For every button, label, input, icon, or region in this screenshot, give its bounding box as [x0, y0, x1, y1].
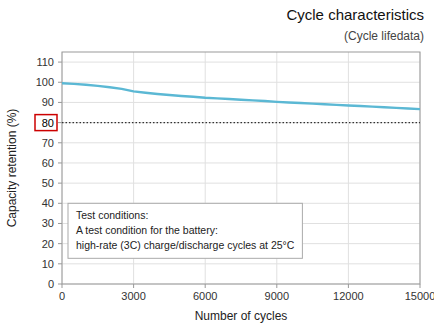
- tick-label: 12000: [333, 290, 364, 302]
- ticks: 0 3000 6000 9000 12000 15000 0 10 20 30 40 50 60 70 80…: [35, 56, 434, 302]
- tick: [348, 284, 349, 288]
- tick-label: 40: [42, 197, 54, 209]
- title: Cycle characteristics: [286, 6, 424, 23]
- grid-line: [62, 122, 420, 123]
- tick: [58, 263, 62, 264]
- y-axis-label: Capacity retention (%): [5, 109, 19, 228]
- tick-label: 3000: [121, 290, 145, 302]
- annotation: Test conditions: A test condition for the…: [68, 203, 302, 258]
- grid-line: [62, 102, 420, 103]
- tick: [276, 284, 277, 288]
- annotation-text: A test condition for the battery:: [76, 224, 218, 236]
- tick-label: 15000: [405, 290, 434, 302]
- tick-label: 0: [59, 290, 65, 302]
- tick: [58, 243, 62, 244]
- annotation-box: [68, 203, 302, 258]
- annotation-text: high-rate (3C) charge/discharge cycles a…: [76, 239, 295, 251]
- grid-line: [348, 52, 349, 284]
- tick: [58, 162, 62, 163]
- tick: [58, 62, 62, 63]
- tick: [133, 284, 134, 288]
- tick: [420, 284, 421, 288]
- reference-line: [62, 122, 420, 123]
- tick-label: 110: [36, 56, 54, 68]
- grid: [62, 52, 420, 284]
- tick: [205, 284, 206, 288]
- tick-highlight: [35, 115, 57, 131]
- annotation-text: Test conditions:: [76, 209, 148, 221]
- tick-label: 80: [42, 117, 54, 129]
- tick-label: 90: [42, 96, 54, 108]
- subtitle: (Cycle lifedata): [344, 29, 424, 43]
- chart: 0 3000 6000 9000 12000 15000 0 10 20 30 40 50 60 70 80…: [0, 0, 434, 333]
- tick: [58, 203, 62, 204]
- tick-label: 100: [36, 76, 54, 88]
- tick: [58, 183, 62, 184]
- grid-line: [62, 142, 420, 143]
- tick-label: 20: [42, 238, 54, 250]
- tick: [58, 122, 62, 123]
- tick: [58, 284, 62, 285]
- grid-line: [62, 162, 420, 163]
- x-axis-label: Number of cycles: [195, 309, 288, 323]
- tick: [62, 284, 63, 288]
- plot-data: [62, 83, 420, 122]
- tick-label: 70: [42, 137, 54, 149]
- tick-label: 6000: [193, 290, 217, 302]
- grid-line: [62, 82, 420, 83]
- plot-frame: [62, 52, 420, 284]
- tick: [58, 142, 62, 143]
- tick-label: 60: [42, 157, 54, 169]
- tick-label: 30: [42, 217, 54, 229]
- tick-label: 10: [42, 258, 54, 270]
- tick: [58, 82, 62, 83]
- tick-label: 50: [42, 177, 54, 189]
- grid-line: [62, 263, 420, 264]
- tick: [58, 223, 62, 224]
- tick-label: 9000: [265, 290, 289, 302]
- tick-label: 0: [48, 278, 54, 290]
- line: [62, 83, 420, 109]
- grid-line: [62, 62, 420, 63]
- grid-line: [62, 183, 420, 184]
- tick: [58, 102, 62, 103]
